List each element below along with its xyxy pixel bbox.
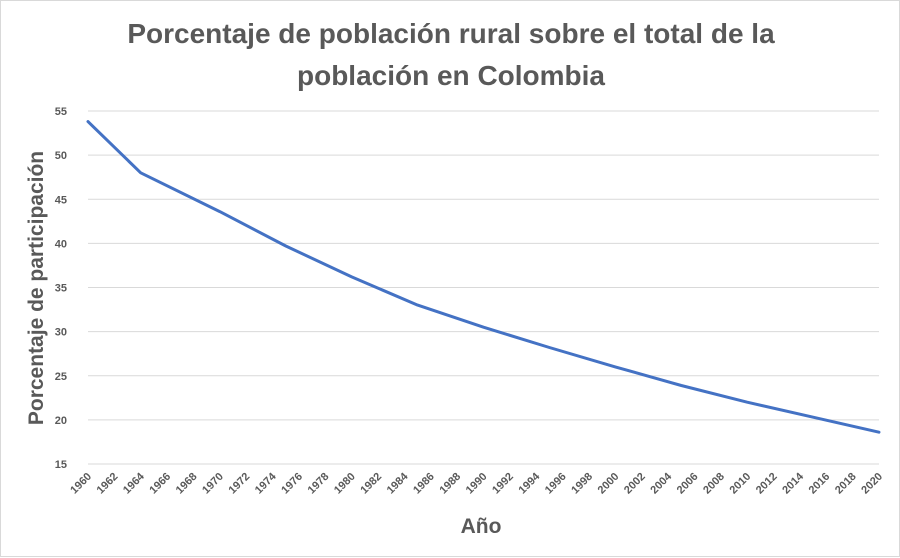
x-tick-label: 2008	[701, 471, 727, 497]
x-tick-label: 2006	[675, 471, 701, 497]
chart-title: Porcentaje de población rural sobre el t…	[1, 13, 900, 97]
x-axis-title: Año	[461, 515, 502, 538]
x-tick-label: 1996	[543, 471, 569, 497]
y-tick-label: 45	[55, 194, 67, 206]
x-tick-label: 1974	[253, 470, 279, 496]
x-tick-label: 1968	[174, 471, 200, 497]
x-tick-label: 1972	[227, 471, 253, 497]
y-tick-label: 15	[55, 459, 67, 471]
x-tick-label: 1998	[569, 471, 595, 497]
x-tick-label: 2004	[648, 470, 674, 496]
x-tick-label: 2020	[859, 471, 885, 497]
x-tick-label: 1986	[411, 471, 437, 497]
y-tick-label: 30	[55, 327, 67, 339]
x-tick-label: 2018	[833, 471, 859, 497]
chart-title-line-2: población en Colombia	[296, 60, 605, 91]
y-tick-label: 25	[55, 371, 67, 383]
x-tick-label: 1962	[95, 471, 121, 497]
y-axis-ticks: 15 20 25 30 35 40 45 50 55	[55, 106, 67, 471]
x-tick-label: 1970	[200, 471, 226, 497]
x-tick-label: 1992	[490, 471, 516, 497]
y-tick-label: 50	[55, 150, 67, 162]
x-tick-label: 1982	[358, 471, 384, 497]
x-tick-label: 2010	[727, 471, 753, 497]
x-tick-label: 1964	[121, 470, 147, 496]
y-tick-label: 35	[55, 283, 67, 295]
x-tick-label: 1966	[147, 471, 173, 497]
series-group	[86, 120, 881, 434]
y-tick-label: 40	[55, 238, 67, 250]
x-tick-label: 2012	[754, 471, 780, 497]
x-tick-label: 1980	[332, 471, 358, 497]
series-line-0	[86, 120, 881, 434]
y-tick-label: 20	[55, 415, 67, 427]
x-tick-label: 2002	[622, 471, 648, 497]
y-axis-title: Porcentaje de participación	[25, 151, 48, 425]
gridlines	[88, 110, 879, 465]
x-tick-label: 2014	[780, 470, 806, 496]
x-tick-label: 1994	[517, 470, 543, 496]
x-tick-label: 2000	[596, 471, 622, 497]
x-tick-label: 1990	[464, 471, 490, 497]
y-tick-label: 55	[55, 106, 67, 118]
x-tick-label: 1960	[68, 471, 94, 497]
x-tick-label: 1976	[279, 471, 305, 497]
x-tick-label: 2016	[807, 471, 833, 497]
x-axis-ticks: 1960 1962 1964 1966 1968 1970 1972 1974 1976 1978…	[68, 470, 885, 496]
chart-title-line-1: Porcentaje de población rural sobre el t…	[127, 18, 775, 49]
x-tick-label: 1978	[306, 471, 332, 497]
x-tick-label: 1988	[437, 471, 463, 497]
x-tick-label: 1984	[385, 470, 411, 496]
